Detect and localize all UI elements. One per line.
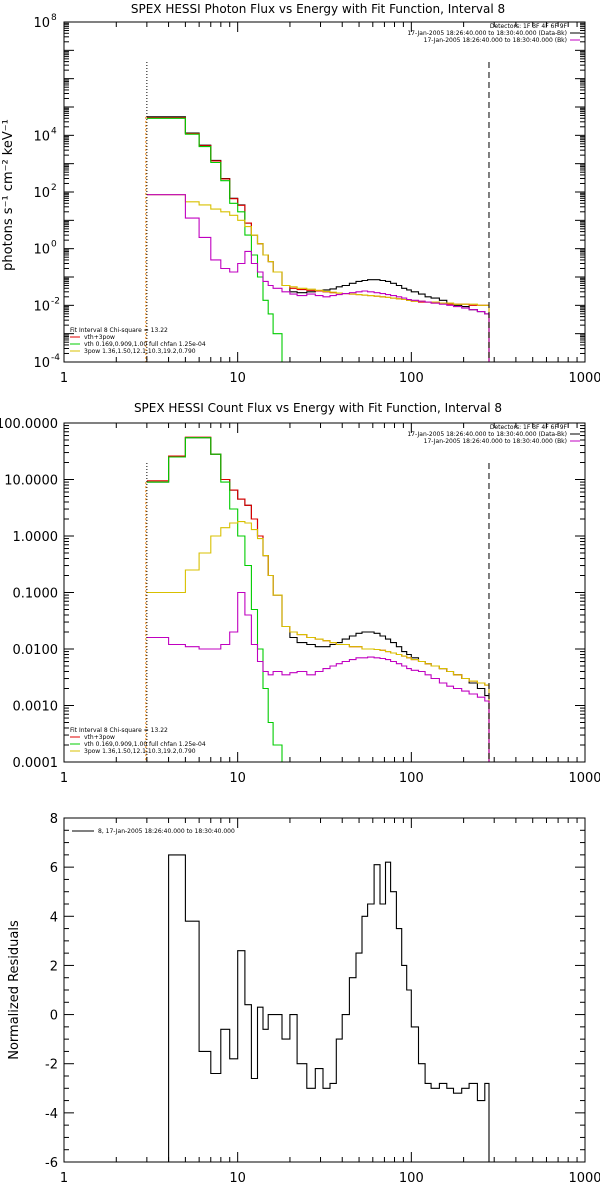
y-tick-label: 0 — [50, 1009, 58, 1024]
y-tick-label: 10.0000 — [4, 474, 58, 489]
y-tick-label: 10 — [33, 243, 50, 258]
y-tick-exponent: 8 — [51, 13, 57, 23]
y-tick-label: 10 — [33, 299, 50, 314]
fit-legend-entry: 3pow 1.36,1.50,12.1,10.3,19.2,0.790 — [84, 748, 196, 755]
y-tick-label: 10 — [33, 356, 50, 371]
x-tick-label: 10 — [229, 771, 246, 786]
y-tick-label: -6 — [45, 1156, 58, 1171]
photon-flux-y-label: photons s⁻¹ cm⁻² keV⁻¹ — [1, 119, 16, 271]
legend-entry: 17-Jan-2005 18:26:40.000 to 18:30:40.000… — [424, 438, 567, 445]
y-tick-label: 0.0010 — [13, 700, 59, 715]
y-tick-label: 6 — [50, 861, 58, 876]
y-tick-label: -2 — [45, 1058, 58, 1073]
y-tick-exponent: 2 — [51, 183, 57, 193]
photon-flux-panel: SPEX HESSI Photon Flux vs Energy with Fi… — [1, 2, 600, 386]
series-1-line — [146, 436, 490, 762]
x-tick-label: 100 — [399, 1171, 424, 1186]
axis-frame — [63, 422, 586, 763]
y-tick-label: 0.1000 — [13, 587, 59, 602]
y-tick-label: 0.0001 — [13, 756, 59, 771]
y-tick-label: 10 — [33, 16, 50, 31]
x-tick-label: 1000 — [568, 771, 600, 786]
y-tick-exponent: -4 — [51, 353, 60, 363]
legend-entry: 17-Jan-2005 18:26:40.000 to 18:30:40.000… — [407, 30, 567, 37]
x-tick-label: 100 — [399, 371, 424, 386]
y-tick-exponent: 4 — [51, 126, 57, 136]
series-4-line — [146, 194, 490, 362]
x-tick-label: 1 — [60, 371, 68, 386]
y-tick-label: 100.0000 — [0, 417, 58, 432]
x-tick-label: 1000 — [568, 1171, 600, 1186]
residuals-y-label: Normalized Residuals — [7, 920, 22, 1060]
series-0-line — [146, 854, 490, 1162]
y-tick-exponent: -2 — [51, 296, 60, 306]
x-tick-label: 1000 — [568, 371, 600, 386]
series-2-line — [146, 437, 290, 762]
fit-legend-entry: 3pow 1.36,1.50,12.1,10.3,19.2,0.790 — [84, 348, 196, 355]
series-0-line — [146, 437, 490, 762]
fit-legend-entry: vth+3pow — [84, 734, 115, 741]
y-tick-label: -4 — [45, 1107, 58, 1122]
series-0-line — [146, 116, 490, 362]
y-tick-label: 4 — [50, 910, 58, 925]
legend-entry: 17-Jan-2005 18:26:40.000 to 18:30:40.000… — [407, 431, 567, 438]
x-tick-label: 1 — [60, 1171, 68, 1186]
count-flux-panel: SPEX HESSI Count Flux vs Energy with Fit… — [0, 401, 600, 786]
axis-frame — [63, 817, 586, 1163]
fit-legend-entry: Fit Interval 8 Chi-square = 13.22 — [70, 327, 168, 334]
y-tick-exponent: 0 — [51, 240, 57, 250]
count-flux-title: SPEX HESSI Count Flux vs Energy with Fit… — [134, 401, 502, 415]
x-tick-label: 1 — [60, 771, 68, 786]
series-4-line — [146, 591, 490, 762]
y-tick-label: 0.0100 — [13, 643, 59, 658]
y-tick-label: 1.0000 — [13, 530, 59, 545]
x-tick-label: 10 — [229, 1171, 246, 1186]
fit-legend-entry: Fit Interval 8 Chi-square = 13.22 — [70, 727, 168, 734]
series-2-line — [146, 117, 283, 362]
legend-entry: 8, 17-Jan-2005 18:26:40.000 to 18:30:40.… — [98, 828, 235, 835]
x-tick-label: 10 — [229, 371, 246, 386]
legend-entry: 17-Jan-2005 18:26:40.000 to 18:30:40.000… — [424, 37, 567, 44]
series-1-line — [146, 117, 490, 362]
legend-entry: Detectors: 1F 3F 4F 6F 9F — [490, 424, 568, 431]
photon-flux-title: SPEX HESSI Photon Flux vs Energy with Fi… — [131, 2, 505, 16]
x-tick-label: 100 — [399, 771, 424, 786]
residuals-panel: Normalized Residuals 1 10 100 1000 -6 -4 -2 0 2 4… — [7, 812, 600, 1186]
fit-legend-entry: vth 0.169,0.909,1.00 full chfan 1.25e-04 — [84, 741, 206, 748]
y-tick-label: 10 — [33, 129, 50, 144]
series-3-line — [146, 194, 490, 362]
series-3-line — [146, 521, 490, 762]
y-tick-label: 2 — [50, 959, 58, 974]
legend-entry: Detectors: 1F 3F 4F 6F 9F — [490, 23, 568, 30]
axis-frame — [63, 21, 586, 363]
fit-legend-entry: vth+3pow — [84, 334, 115, 341]
y-tick-label: 8 — [50, 812, 58, 827]
y-tick-label: 10 — [33, 186, 50, 201]
fit-legend-entry: vth 0.169,0.909,1.00 full chfan 1.25e-04 — [84, 341, 206, 348]
